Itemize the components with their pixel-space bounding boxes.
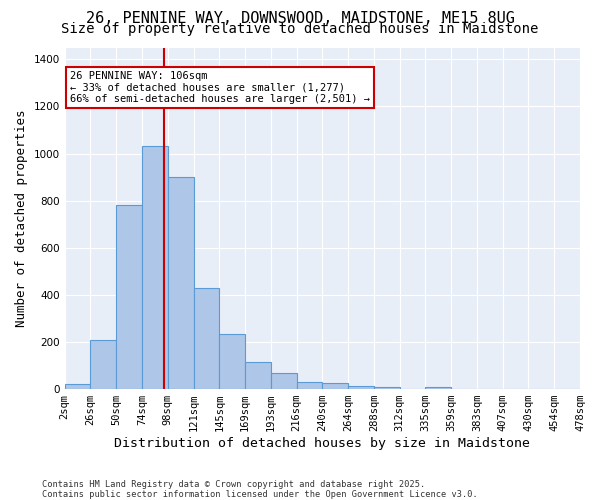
Bar bbox=[271, 372, 296, 389]
Bar bbox=[142, 146, 168, 389]
Bar bbox=[65, 384, 91, 389]
Bar bbox=[348, 386, 374, 389]
Text: Size of property relative to detached houses in Maidstone: Size of property relative to detached ho… bbox=[61, 22, 539, 36]
Text: 26 PENNINE WAY: 106sqm
← 33% of detached houses are smaller (1,277)
66% of semi-: 26 PENNINE WAY: 106sqm ← 33% of detached… bbox=[70, 71, 370, 104]
Bar bbox=[116, 206, 142, 389]
Text: Contains HM Land Registry data © Crown copyright and database right 2025.
Contai: Contains HM Land Registry data © Crown c… bbox=[42, 480, 478, 499]
Y-axis label: Number of detached properties: Number of detached properties bbox=[15, 110, 28, 327]
Text: 26, PENNINE WAY, DOWNSWOOD, MAIDSTONE, ME15 8UG: 26, PENNINE WAY, DOWNSWOOD, MAIDSTONE, M… bbox=[86, 11, 514, 26]
Bar bbox=[168, 177, 193, 389]
Bar bbox=[425, 386, 451, 389]
Bar bbox=[193, 288, 219, 389]
X-axis label: Distribution of detached houses by size in Maidstone: Distribution of detached houses by size … bbox=[115, 437, 530, 450]
Bar bbox=[374, 386, 400, 389]
Bar bbox=[296, 382, 322, 389]
Bar bbox=[91, 340, 116, 389]
Bar bbox=[245, 362, 271, 389]
Bar bbox=[219, 334, 245, 389]
Bar bbox=[322, 383, 348, 389]
